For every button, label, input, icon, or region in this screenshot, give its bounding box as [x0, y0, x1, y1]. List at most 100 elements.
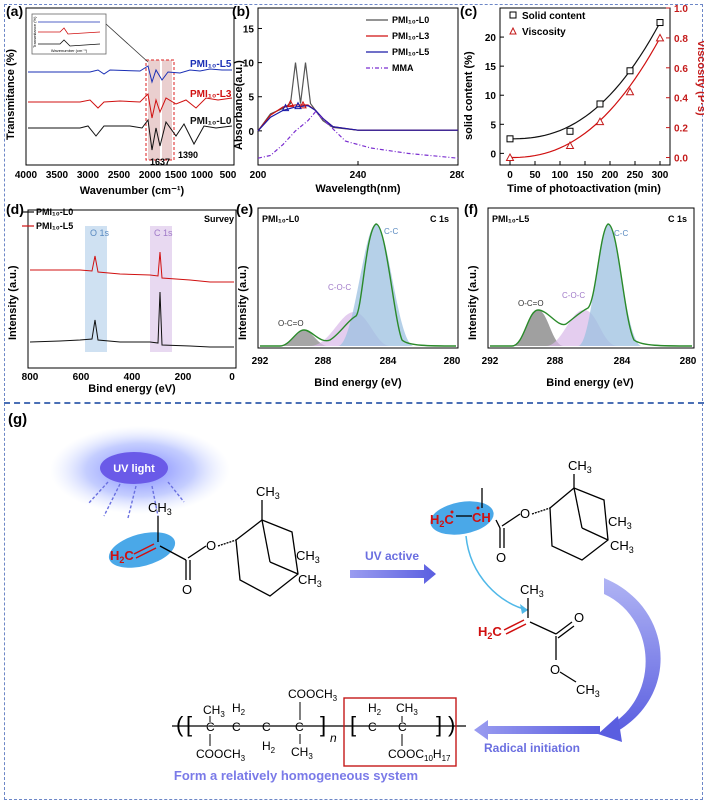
c-point-solid — [596, 100, 604, 108]
f-label-cc: C-C — [614, 229, 628, 238]
uv-active-arrow — [350, 564, 436, 584]
b-marker — [281, 103, 290, 112]
a-xtick: 3500 — [46, 170, 69, 181]
b-legend-mma: MMA — [392, 63, 414, 73]
svg-text:CH3: CH3 — [148, 500, 172, 517]
f-xtick: 280 — [680, 356, 697, 367]
radical-initiation-arrow — [474, 720, 600, 740]
a-peak-1390: 1390 — [178, 150, 198, 160]
b-legend-l3: PMI₁₀-L3 — [392, 31, 429, 41]
panel-b-legend: PMI₁₀-L0 PMI₁₀-L3 PMI₁₀-L5 MMA — [366, 15, 429, 73]
a-spectrum-l5 — [28, 65, 232, 84]
a-inset-ylabel: Transmitance (%) — [32, 16, 37, 48]
attack-arrow — [465, 535, 529, 611]
f-core: C 1s — [668, 214, 687, 224]
svg-text:COOCH3: COOCH3 — [288, 687, 338, 703]
svg-text:CH3: CH3 — [568, 458, 592, 475]
d-xtick: 600 — [73, 372, 90, 383]
f-xtick: 292 — [482, 356, 499, 367]
c-point-solid — [506, 135, 514, 143]
panel-b-label: (b) — [232, 3, 250, 19]
panel-c-legend: Solid content Viscosity — [509, 11, 586, 38]
svg-text:O: O — [496, 550, 506, 565]
b-ytick-label: 5 — [248, 93, 254, 104]
svg-text:C: C — [368, 720, 377, 734]
c-ytick-label: 5 — [490, 120, 496, 131]
a-peak-1637: 1637 — [150, 157, 170, 167]
f-peak-oco — [512, 310, 564, 346]
svg-text:(: ( — [176, 712, 184, 737]
svg-text:]: ] — [436, 712, 442, 737]
a-spectrum-l3 — [28, 92, 233, 119]
panel-d-label: (d) — [6, 201, 24, 217]
a-band-frame — [145, 59, 175, 161]
section-divider — [4, 402, 704, 404]
panel-a-xlabel: Wavenumber (cm⁻¹) — [80, 185, 185, 197]
f-label-oco: O-C=O — [518, 299, 544, 308]
c-xtick-label: 100 — [552, 170, 569, 181]
b-xtick-label: 280 — [450, 170, 464, 181]
svg-text:H2: H2 — [232, 701, 246, 717]
c-legend-square — [509, 11, 517, 19]
e-xtick: 280 — [444, 356, 461, 367]
uv-active-label: UV active — [365, 549, 419, 563]
f-xtick: 284 — [614, 356, 631, 367]
c-ytick-label: 15 — [485, 62, 497, 73]
c-point-solid — [656, 19, 664, 27]
c-fit-solid — [509, 22, 661, 140]
e-envelope — [260, 223, 457, 347]
svg-text:CH3: CH3 — [256, 484, 280, 501]
e-xtick: 292 — [252, 356, 269, 367]
c-point-solid — [626, 67, 634, 75]
c-point-solid — [566, 127, 574, 135]
d-label-c1s: C 1s — [154, 228, 173, 238]
svg-text:O: O — [206, 538, 216, 553]
svg-text:H2: H2 — [368, 701, 382, 717]
b-series-line-3 — [257, 110, 459, 159]
c-y2tick-label: 1.0 — [674, 4, 688, 15]
panel-a-label: (a) — [6, 3, 23, 19]
e-peak-oco — [280, 330, 328, 346]
panel-b-ylabel: Absorbance(a.u.) — [233, 60, 245, 150]
a-xtick: 500 — [220, 170, 237, 181]
b-marker — [286, 99, 295, 108]
svg-text:C: C — [262, 720, 271, 734]
b-ytick-label: 0 — [248, 127, 254, 138]
d-band-o1s — [85, 226, 107, 352]
panel-d-frame — [27, 209, 237, 369]
radical-initiation-label: Radical initiation — [484, 741, 580, 755]
svg-text:CH3: CH3 — [296, 548, 320, 565]
panel-g: (g) UV light H2C CH3 O O CH3 CH3 CH3 UV … — [8, 411, 661, 783]
c-y2tick-label: 0.6 — [674, 64, 688, 75]
panel-e-label: (e) — [236, 201, 253, 217]
curved-arrow — [604, 578, 661, 734]
polymer-structure: ( [ CH3 C C COOCH3 H2 C C H2 COOCH3 C CH… — [172, 687, 466, 767]
e-label-cc: C-C — [384, 227, 398, 236]
a-xtick: 2500 — [108, 170, 131, 181]
panel-e-ylabel: Intensity (a.u.) — [237, 265, 249, 340]
c-ytick-label: 10 — [485, 91, 497, 102]
a-xtick: 1000 — [191, 170, 214, 181]
b-marker — [299, 100, 307, 109]
f-label-coc: C-O-C — [562, 291, 585, 300]
f-peak-cc — [578, 224, 642, 346]
d-band-c1s — [150, 226, 172, 352]
panel-c-ylabel-left: solid content (%) — [463, 51, 475, 140]
c-legend-triangle — [509, 26, 517, 35]
a-xtick: 3000 — [77, 170, 100, 181]
d-xtick: 0 — [229, 372, 235, 383]
c-xtick-label: 300 — [652, 170, 669, 181]
d-xtick: 400 — [124, 372, 141, 383]
e-core: C 1s — [430, 214, 449, 224]
b-ytick-label: 15 — [243, 24, 255, 35]
svg-text:H2C: H2C — [430, 512, 454, 529]
panel-f: (f) Intensity (a.u.) Bind energy (eV) 29… — [464, 201, 697, 389]
a-inset-arrow — [105, 23, 149, 63]
d-xtick: 800 — [22, 372, 39, 383]
panel-e-xticks: 292 288 284 280 — [252, 356, 461, 367]
panel-a-xticks: 4000 3500 3000 2500 2000 1500 1000 500 — [15, 170, 237, 181]
f-sample: PMI₁₀-L5 — [492, 214, 529, 224]
b-xtick-label: 240 — [350, 170, 367, 181]
c-xtick-label: 0 — [507, 170, 513, 181]
svg-text:H2C: H2C — [478, 624, 502, 641]
